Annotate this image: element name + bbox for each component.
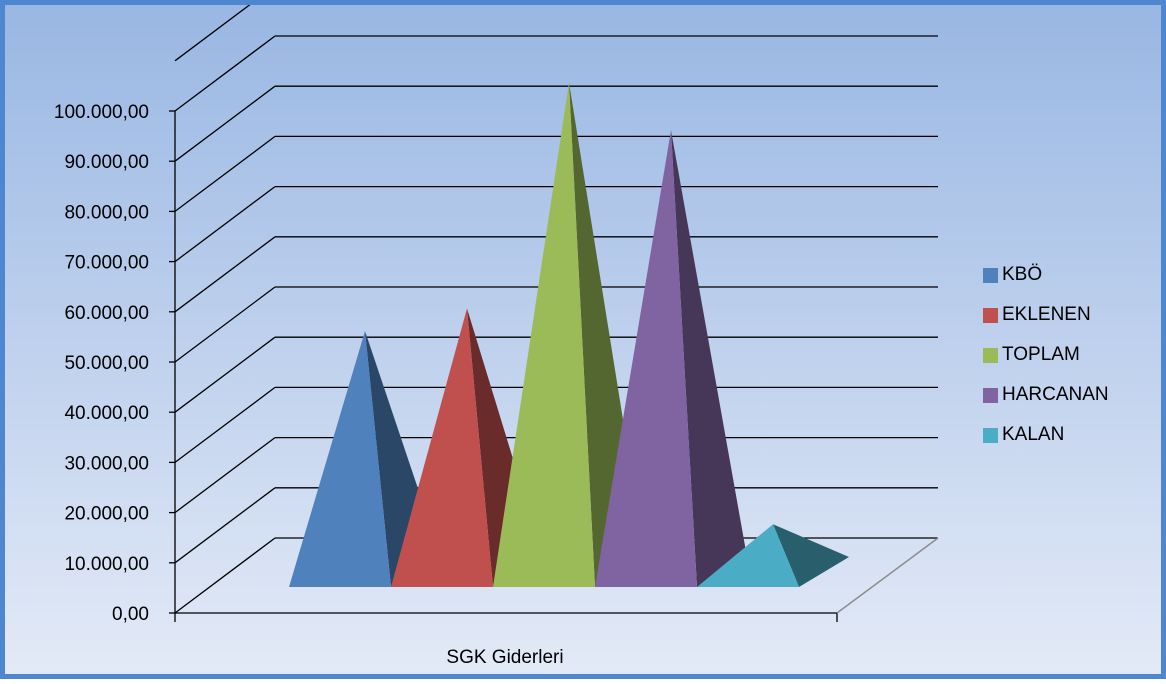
pyramid-4 (595, 130, 697, 587)
legend-label: TOPLAM (1002, 344, 1080, 365)
gridline-diagonal (174, 336, 276, 413)
legend-swatch (983, 267, 998, 283)
y-tick-label: 100.000,00 (54, 102, 149, 123)
legend-label: KALAN (1002, 424, 1065, 445)
y-tick-label: 0,00 (112, 604, 149, 625)
chart-plot: 0,00 10.000,00 20.000,00 30.000,00 40.000,00… (54, 5, 939, 668)
y-tick-label: 80.000,00 (64, 202, 149, 223)
gridline-diagonal (174, 487, 276, 564)
legend-swatch (983, 347, 998, 363)
floor-edge (836, 537, 939, 614)
gridline-diagonal (174, 537, 276, 614)
y-tick-label: 30.000,00 (64, 453, 149, 474)
y-tick-label: 60.000,00 (64, 303, 149, 324)
axes (169, 110, 939, 622)
gridline-diagonal (174, 386, 276, 463)
legend-item: KBÖ (983, 255, 1109, 295)
y-tick-label: 20.000,00 (64, 504, 149, 525)
pyramid-1 (289, 331, 391, 587)
x-category-label: SGK Giderleri (446, 647, 563, 668)
pyramid-3 (493, 82, 595, 588)
y-tick-label: 40.000,00 (64, 403, 149, 424)
pyramid-2 (391, 308, 493, 587)
gridline-diagonal (174, 286, 276, 363)
pyramid-side-4 (671, 130, 747, 587)
legend-swatch (983, 387, 998, 403)
y-tick-label: 70.000,00 (64, 253, 149, 274)
y-tick-labels: 0,00 10.000,00 20.000,00 30.000,00 40.000,00… (54, 102, 149, 625)
pyramid-side-5 (773, 524, 849, 587)
pyramid-5 (697, 524, 799, 587)
y-tick-label: 50.000,00 (64, 353, 149, 374)
y-tick-label: 90.000,00 (64, 152, 149, 173)
gridline-diagonal (174, 85, 276, 162)
gridline-diagonal (174, 437, 276, 514)
legend-swatch (983, 427, 998, 443)
legend: KBÖ EKLENEN TOPLAM HARCANAN KALAN (983, 255, 1109, 455)
legend-swatch (983, 307, 998, 323)
pyramids (289, 82, 849, 588)
y-tick-label: 10.000,00 (64, 554, 149, 575)
legend-item: HARCANAN (983, 375, 1109, 415)
legend-item: KALAN (983, 415, 1109, 455)
gridline-diagonal (174, 236, 276, 313)
gridline-diagonal (174, 35, 276, 112)
legend-item: TOPLAM (983, 335, 1109, 375)
legend-label: HARCANAN (1002, 384, 1109, 405)
gridline-diagonal (174, 186, 276, 263)
legend-label: EKLENEN (1002, 304, 1091, 325)
legend-label: KBÖ (1002, 264, 1043, 285)
legend-item: EKLENEN (983, 295, 1109, 335)
gridline-diagonal (174, 135, 276, 212)
gridline-diagonal (174, 5, 251, 62)
